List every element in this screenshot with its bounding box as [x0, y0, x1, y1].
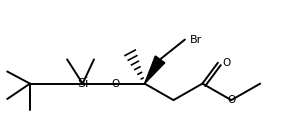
Polygon shape: [145, 56, 165, 84]
Text: O: O: [222, 58, 230, 68]
Text: O: O: [227, 95, 235, 105]
Text: O: O: [112, 79, 120, 89]
Text: Br: Br: [190, 35, 202, 45]
Text: Si: Si: [77, 77, 88, 90]
